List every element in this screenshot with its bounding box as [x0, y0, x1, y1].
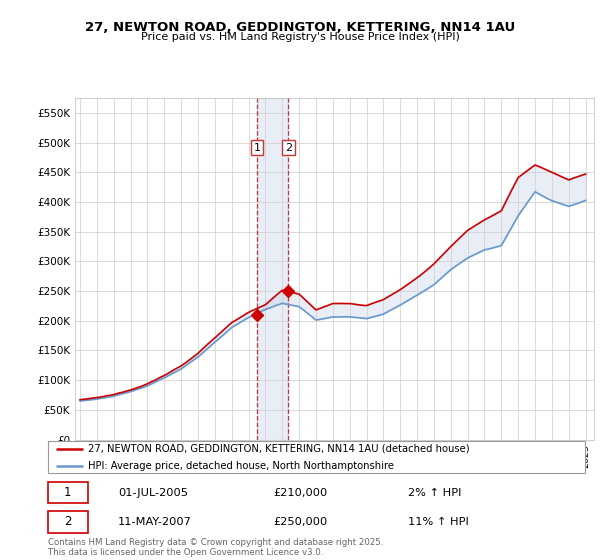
Text: Contains HM Land Registry data © Crown copyright and database right 2025.
This d: Contains HM Land Registry data © Crown c… — [48, 538, 383, 557]
Text: £210,000: £210,000 — [274, 488, 328, 498]
Text: 2: 2 — [285, 143, 292, 152]
Bar — [257, 98, 289, 440]
Text: £250,000: £250,000 — [274, 517, 328, 527]
FancyBboxPatch shape — [48, 441, 585, 473]
Text: 11% ↑ HPI: 11% ↑ HPI — [408, 517, 469, 527]
Text: 1: 1 — [64, 486, 71, 500]
Text: HPI: Average price, detached house, North Northamptonshire: HPI: Average price, detached house, Nort… — [88, 461, 394, 471]
Text: 1: 1 — [253, 143, 260, 152]
Text: 27, NEWTON ROAD, GEDDINGTON, KETTERING, NN14 1AU (detached house): 27, NEWTON ROAD, GEDDINGTON, KETTERING, … — [88, 444, 470, 454]
FancyBboxPatch shape — [48, 511, 88, 533]
Text: 27, NEWTON ROAD, GEDDINGTON, KETTERING, NN14 1AU: 27, NEWTON ROAD, GEDDINGTON, KETTERING, … — [85, 21, 515, 34]
Text: Price paid vs. HM Land Registry's House Price Index (HPI): Price paid vs. HM Land Registry's House … — [140, 32, 460, 43]
Text: 01-JUL-2005: 01-JUL-2005 — [118, 488, 188, 498]
Text: 2: 2 — [64, 515, 71, 529]
Text: 2% ↑ HPI: 2% ↑ HPI — [408, 488, 461, 498]
FancyBboxPatch shape — [48, 482, 88, 503]
Text: 11-MAY-2007: 11-MAY-2007 — [118, 517, 191, 527]
